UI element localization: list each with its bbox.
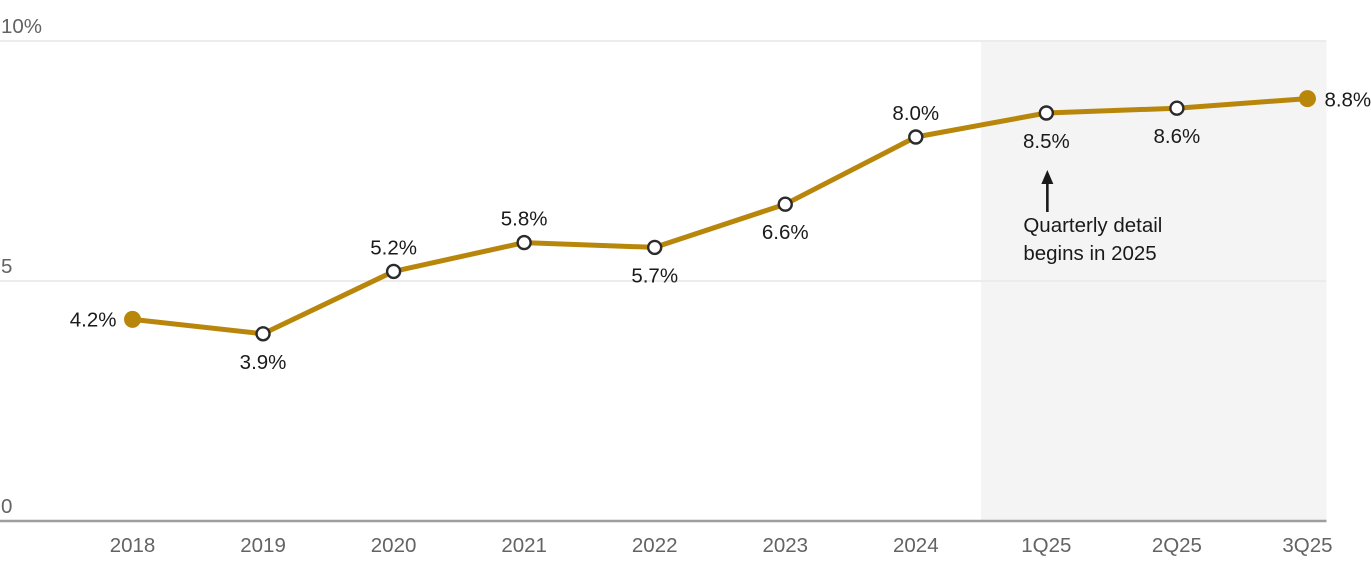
data-point-2018 bbox=[124, 310, 141, 328]
data-label-2022: 5.7% bbox=[631, 264, 678, 287]
x-tick-label-1Q25: 1Q25 bbox=[1021, 534, 1071, 557]
data-label-2020: 5.2% bbox=[370, 236, 417, 259]
x-tick-label-2021: 2021 bbox=[501, 534, 547, 557]
data-label-2023: 6.6% bbox=[762, 221, 809, 244]
data-label-1Q25: 8.5% bbox=[1023, 130, 1070, 153]
y-tick-label-5: 5 bbox=[1, 255, 12, 278]
trend-line bbox=[130, 96, 1310, 337]
x-tick-label-2018: 2018 bbox=[110, 534, 156, 557]
x-tick-label-2019: 2019 bbox=[240, 534, 286, 557]
data-label-3Q25: 8.8% bbox=[1324, 89, 1371, 112]
annotation-line-1: Quarterly detail bbox=[1023, 214, 1162, 237]
x-tick-label-2022: 2022 bbox=[632, 534, 678, 557]
data-point-2023 bbox=[777, 196, 793, 212]
x-tick-label-2020: 2020 bbox=[371, 534, 417, 557]
data-label-2024: 8.0% bbox=[892, 102, 939, 125]
arrow-up-head-icon bbox=[1041, 170, 1054, 184]
x-tick-label-2Q25: 2Q25 bbox=[1152, 534, 1202, 557]
data-point-3Q25 bbox=[1298, 90, 1316, 108]
data-point-2022 bbox=[647, 239, 663, 256]
y-tick-label-10: 10% bbox=[1, 15, 42, 38]
data-label-2019: 3.9% bbox=[240, 351, 287, 374]
data-point-1Q25 bbox=[1038, 105, 1055, 121]
y-tick-label-0: 0 bbox=[1, 495, 12, 518]
data-point-2020 bbox=[385, 263, 402, 280]
data-point-2021 bbox=[516, 234, 532, 251]
data-label-2021: 5.8% bbox=[501, 208, 548, 231]
data-point-2024 bbox=[908, 129, 924, 145]
x-tick-label-3Q25: 3Q25 bbox=[1282, 534, 1332, 557]
annotation-line-2: begins in 2025 bbox=[1023, 242, 1156, 265]
data-point-2Q25 bbox=[1169, 100, 1185, 116]
data-point-2019 bbox=[255, 326, 271, 342]
data-label-2Q25: 8.6% bbox=[1154, 125, 1201, 148]
data-label-2018: 4.2% bbox=[70, 308, 117, 331]
x-tick-label-2023: 2023 bbox=[762, 534, 808, 557]
x-tick-label-2024: 2024 bbox=[893, 534, 939, 557]
